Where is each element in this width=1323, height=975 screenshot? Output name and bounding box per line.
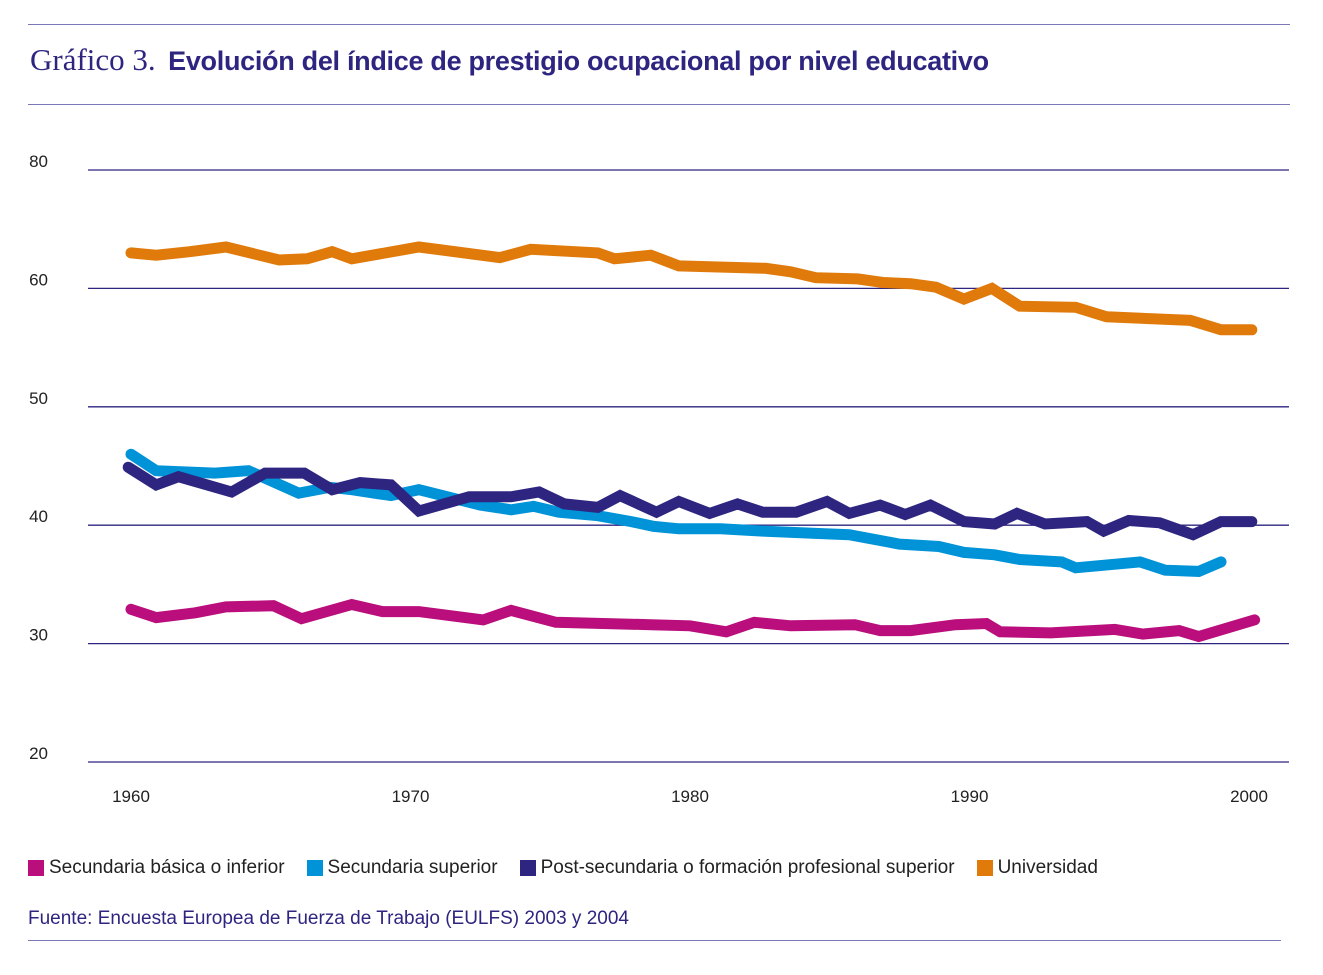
legend-item-post-secundaria: Post-secundaria o formación profesional …: [519, 857, 955, 879]
x-tick-label: 1970: [392, 787, 430, 806]
x-tick-label: 1960: [112, 787, 150, 806]
y-tick-label: 50: [29, 389, 48, 408]
legend-item-secundaria-superior: Secundaria superior: [306, 857, 498, 879]
legend-item-secundaria-basica: Secundaria básica o inferior: [28, 857, 285, 879]
chart-title: Gráfico 3. Evolución del índice de prest…: [30, 42, 989, 78]
figure-title: Evolución del índice de prestigio ocupac…: [168, 46, 989, 76]
series-line-post-secundaria-o-formacion-profesional-superior: [122, 461, 1258, 541]
y-tick-label: 30: [29, 626, 48, 645]
top-rule: [28, 24, 1290, 25]
series-line-universidad: [125, 241, 1258, 336]
bottom-rule: [28, 940, 1281, 941]
legend-label: Secundaria básica o inferior: [49, 857, 285, 878]
y-tick-label: 40: [29, 507, 48, 526]
legend-swatch: [28, 860, 44, 876]
title-rule: [28, 104, 1290, 105]
figure-label: Gráfico 3.: [30, 42, 156, 77]
y-tick-label: 80: [29, 152, 48, 171]
legend-label: Universidad: [997, 857, 1098, 878]
legend: Secundaria básica o inferior Secundaria …: [28, 857, 1120, 879]
x-tick-label: 2000: [1230, 787, 1268, 806]
legend-swatch: [306, 860, 323, 876]
y-tick-label: 20: [29, 744, 48, 763]
legend-item-universidad: Universidad: [976, 857, 1098, 879]
legend-label: Secundaria superior: [327, 857, 498, 878]
y-tick-label: 60: [29, 270, 48, 289]
series-line-secundaria-basica-o-inferior: [125, 598, 1261, 643]
source-note: Fuente: Encuesta Europea de Fuerza de Tr…: [28, 908, 629, 929]
legend-label: Post-secundaria o formación profesional …: [540, 857, 955, 878]
x-tick-label: 1990: [951, 787, 989, 806]
x-tick-label: 1980: [671, 787, 709, 806]
legend-swatch: [519, 860, 536, 876]
legend-swatch: [976, 860, 993, 876]
